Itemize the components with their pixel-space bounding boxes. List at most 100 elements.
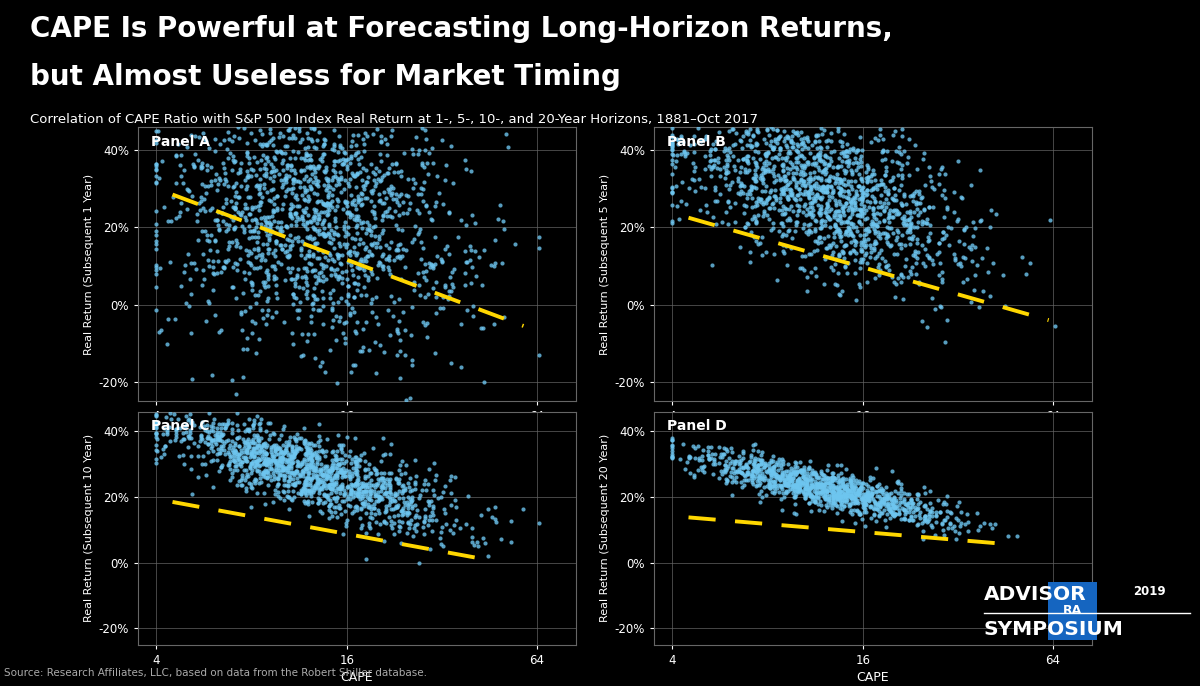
Point: [317, 468, 336, 479]
Point: [179, 248, 198, 259]
Point: [311, 494, 330, 505]
Point: [881, 495, 900, 506]
Point: [823, 493, 842, 504]
Point: [252, 447, 271, 458]
Point: [346, 458, 365, 469]
Point: [337, 514, 356, 525]
Point: [306, 204, 325, 215]
Point: [246, 447, 265, 458]
Point: [793, 471, 812, 482]
Point: [331, 172, 350, 182]
Point: [780, 145, 799, 156]
Point: [198, 447, 217, 458]
Point: [762, 481, 781, 492]
Point: [266, 235, 286, 246]
Point: [805, 191, 824, 202]
Point: [264, 260, 283, 271]
Point: [892, 130, 911, 141]
Point: [322, 467, 341, 478]
Point: [271, 216, 290, 227]
Point: [403, 484, 422, 495]
Point: [833, 497, 852, 508]
Point: [349, 488, 368, 499]
Point: [916, 513, 935, 524]
Point: [743, 201, 762, 212]
Point: [834, 500, 853, 511]
Point: [278, 461, 298, 472]
Point: [344, 326, 364, 337]
Point: [211, 440, 230, 451]
Point: [840, 201, 859, 212]
Point: [870, 124, 889, 135]
Point: [858, 172, 877, 182]
Point: [246, 475, 265, 486]
Point: [326, 204, 346, 215]
Point: [772, 483, 791, 494]
Point: [852, 189, 871, 200]
Point: [241, 479, 260, 490]
Point: [832, 235, 851, 246]
Point: [364, 128, 383, 139]
Point: [868, 481, 887, 492]
Point: [840, 213, 859, 224]
Point: [860, 196, 880, 207]
Point: [301, 182, 320, 193]
Point: [871, 497, 890, 508]
Point: [902, 261, 922, 272]
Point: [750, 465, 769, 476]
Point: [728, 172, 748, 183]
Point: [910, 188, 929, 199]
Point: [348, 317, 367, 328]
Point: [349, 195, 368, 206]
Point: [914, 513, 934, 524]
Point: [290, 351, 310, 362]
Point: [862, 488, 881, 499]
Point: [677, 199, 696, 210]
Point: [804, 152, 823, 163]
Point: [875, 493, 894, 504]
Point: [364, 221, 383, 232]
Point: [751, 486, 770, 497]
Point: [377, 503, 396, 514]
Point: [805, 137, 824, 147]
Point: [838, 217, 857, 228]
Point: [323, 479, 342, 490]
Point: [761, 225, 780, 236]
Point: [185, 419, 204, 430]
Point: [257, 318, 276, 329]
Point: [316, 480, 335, 491]
Point: [312, 266, 331, 277]
Point: [822, 476, 841, 487]
Point: [319, 505, 338, 516]
Point: [781, 469, 800, 480]
Point: [832, 230, 851, 241]
Point: [308, 180, 328, 191]
Point: [834, 247, 853, 258]
Point: [362, 494, 382, 505]
Point: [257, 472, 276, 483]
Point: [863, 204, 882, 215]
Point: [312, 484, 331, 495]
Point: [823, 473, 842, 484]
Point: [780, 469, 799, 480]
Point: [178, 415, 197, 426]
Point: [233, 324, 252, 335]
Point: [146, 418, 166, 429]
Point: [416, 484, 436, 495]
Point: [860, 490, 880, 501]
Point: [832, 498, 851, 509]
Point: [247, 442, 266, 453]
Point: [248, 245, 268, 256]
Point: [313, 471, 332, 482]
Point: [240, 302, 259, 313]
Point: [259, 233, 278, 244]
Point: [198, 438, 217, 449]
Point: [878, 189, 898, 200]
Point: [824, 482, 844, 493]
Point: [295, 488, 314, 499]
Point: [685, 162, 704, 173]
Point: [301, 259, 320, 270]
Point: [412, 182, 431, 193]
Point: [234, 447, 253, 458]
Point: [383, 182, 402, 193]
